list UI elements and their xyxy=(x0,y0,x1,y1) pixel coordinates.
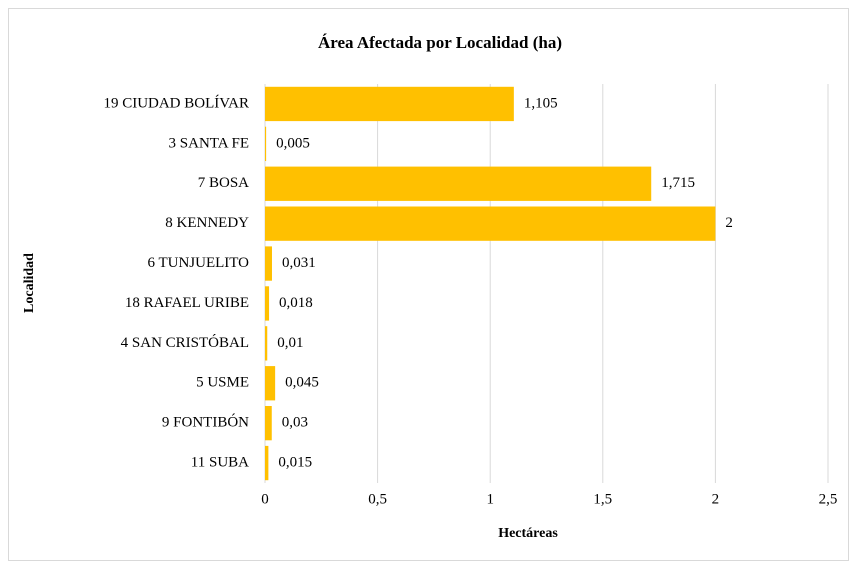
y-tick-label: 9 FONTIBÓN xyxy=(162,414,249,431)
y-tick-label: 18 RAFAEL URIBE xyxy=(125,295,249,311)
bar xyxy=(265,206,716,241)
bar xyxy=(265,126,267,162)
data-label: 0,03 xyxy=(282,415,308,431)
data-label: 0,015 xyxy=(278,454,312,470)
y-tick-label: 4 SAN CRISTÓBAL xyxy=(121,334,249,351)
y-axis-title: Localidad xyxy=(22,253,37,313)
bar xyxy=(265,246,272,281)
y-tick-label: 7 BOSA xyxy=(198,175,249,191)
y-tick-label: 19 CIUDAD BOLÍVAR xyxy=(103,94,249,111)
y-tick-label: 3 SANTA FE xyxy=(169,135,249,151)
data-label: 0,005 xyxy=(276,135,310,151)
x-tick-label: 0 xyxy=(261,491,269,507)
data-label: 0,01 xyxy=(277,335,303,351)
bar xyxy=(265,445,269,481)
data-label: 1,715 xyxy=(661,175,695,191)
data-label: 0,045 xyxy=(285,375,319,391)
x-tick-label: 1 xyxy=(486,491,494,507)
chart-title: Área Afectada por Localidad (ha) xyxy=(318,33,562,52)
data-label: 2 xyxy=(725,215,733,231)
x-tick-label: 2 xyxy=(712,491,720,507)
x-tick-label: 0,5 xyxy=(368,491,387,507)
bar xyxy=(265,405,272,441)
data-label: 0,031 xyxy=(282,255,316,271)
data-label: 0,018 xyxy=(279,295,313,311)
y-tick-label: 5 USME xyxy=(196,375,249,391)
data-label: 1,105 xyxy=(524,95,558,111)
bar xyxy=(265,366,276,401)
x-axis-title: Hectáreas xyxy=(498,526,558,541)
bar xyxy=(265,166,652,201)
x-tick-label: 2,5 xyxy=(819,491,838,507)
bar xyxy=(265,86,514,122)
bar xyxy=(265,326,268,361)
x-tick-label: 1,5 xyxy=(593,491,612,507)
bar xyxy=(265,286,270,321)
y-tick-label: 6 TUNJUELITO xyxy=(147,255,249,271)
y-tick-label: 11 SUBA xyxy=(191,454,249,470)
y-tick-label: 8 KENNEDY xyxy=(165,215,249,231)
